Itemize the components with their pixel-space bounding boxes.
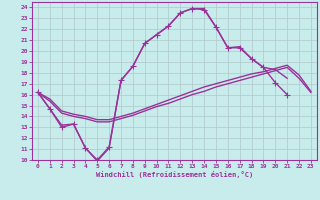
X-axis label: Windchill (Refroidissement éolien,°C): Windchill (Refroidissement éolien,°C) [96,171,253,178]
